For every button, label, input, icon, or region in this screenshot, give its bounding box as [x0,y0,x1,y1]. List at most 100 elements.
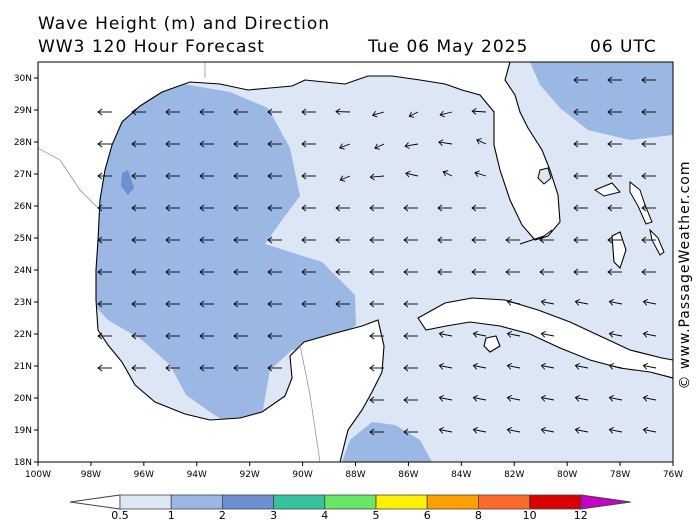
wave-arrow [370,175,385,178]
wave-arrowhead [438,394,445,402]
wave-arrowhead [442,170,449,177]
wave-arrowhead [476,138,482,145]
wave-arrow [473,365,487,369]
wave-arrowhead [97,300,103,308]
wave-arrowhead [233,332,239,340]
wave-arrowhead [267,268,273,276]
lake-okeechobee [537,167,552,185]
wave-arrowhead [573,204,579,212]
wave-arrow [575,301,589,305]
sea-band-medium [88,80,356,430]
wave-arrowhead [301,172,307,180]
wave-arrowhead [233,364,239,372]
lon-label: 88W [345,470,365,480]
wave-arrow [507,397,521,401]
legend-label: 12 [574,509,588,522]
wave-arrowhead [540,394,547,402]
lon-label: 80W [557,470,577,480]
wave-arrowhead [369,204,375,212]
wave-arrow [643,333,657,337]
latitude-axis: 30N 29N 28N 27N 26N 25N 24N 23N 22N 21N 20N 19N 18N [14,74,38,468]
wave-arrow [609,365,623,369]
wave-arrow [507,365,521,369]
wave-arrow [507,429,521,433]
lat-label: 26N [14,202,32,212]
wave-arrowhead [301,236,307,244]
wave-arrowhead [607,268,613,276]
land-isla-juventud [483,335,501,353]
legend-swatch [221,494,274,510]
wave-arrowhead [97,172,103,180]
wave-arrow [575,429,589,433]
chart-title: Wave Height (m) and Direction [38,14,331,34]
wave-arrowhead [403,396,409,404]
wave-arrowhead [267,204,273,212]
wave-arrowhead [540,426,547,434]
wave-arrow [541,365,555,369]
legend-label: 1 [168,509,175,522]
wave-arrowhead [233,108,239,116]
wave-arrow [474,172,487,177]
wave-arrowhead [369,268,375,276]
wave-arrowhead [165,204,171,212]
lat-label: 23N [14,298,32,308]
wave-arrowhead [199,268,205,276]
wave-arrowhead [301,204,307,212]
wave-arrowhead [404,142,410,149]
wave-arrow [575,397,589,401]
wave-arrowhead [335,108,341,116]
wave-arrowhead [506,426,513,434]
wave-arrowhead [301,108,307,116]
lon-label: 76W [663,470,683,480]
wave-arrowhead [97,332,103,340]
wave-arrowhead [267,236,273,244]
wave-arrow [443,171,453,177]
wave-arrowhead [608,330,615,338]
wave-arrowhead [472,394,479,402]
land-bahamas-exuma [649,228,665,256]
wave-arrowhead [369,396,375,404]
sea-band-high [121,170,134,195]
wave-arrow [609,333,623,337]
wave-arrowhead [131,300,137,308]
wave-arrowhead [642,426,649,434]
land-north-america [38,62,561,462]
wave-arrowhead [301,300,307,308]
wave-arrowhead [471,268,477,276]
wave-arrowhead [607,236,613,244]
wave-arrowhead [403,428,409,436]
wave-arrowhead [131,140,137,148]
wave-arrowhead [573,172,579,180]
wave-arrowhead [233,300,239,308]
wave-arrowhead [607,204,613,212]
wave-arrowhead [233,140,239,148]
wave-arrowhead [642,394,649,402]
florida-keys [519,229,553,245]
legend-label: 3 [270,509,277,522]
wave-arrowhead [369,173,375,181]
wave-arrowhead [403,204,409,212]
wave-arrowhead [339,143,345,150]
legend-swatch [529,494,582,510]
lat-label: 22N [14,330,32,340]
wave-arrow [374,143,385,149]
wave-arrowhead [608,394,615,402]
wave-arrow [507,333,521,337]
wave-arrowhead [608,298,615,306]
wave-arrow [473,397,487,401]
wave-arrow [473,333,487,337]
lon-label: 86W [398,470,418,480]
wave-arrowhead [438,362,445,370]
wave-arrowhead [607,76,613,84]
wave-arrow [643,397,657,401]
sea-band-medium-atlantic [530,62,673,140]
wave-arrow [340,175,351,181]
wave-arrowhead [438,330,445,338]
wave-arrowhead [437,236,443,244]
wave-arrowhead [369,428,375,436]
wave-arrowhead [199,140,205,148]
wave-arrowhead [233,172,239,180]
wave-arrowhead [641,236,647,244]
legend-swatch [170,494,223,510]
wave-arrowhead [438,139,444,146]
